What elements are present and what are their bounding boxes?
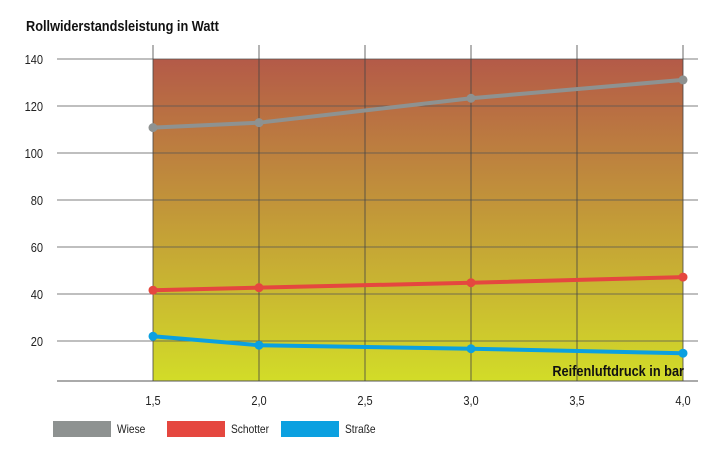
data-point bbox=[254, 340, 264, 350]
gradient-background bbox=[153, 59, 683, 381]
legend-label: Schotter bbox=[231, 422, 269, 436]
y-tick-label: 40 bbox=[31, 287, 44, 302]
x-tick-label: 3,5 bbox=[569, 393, 585, 408]
y-tick-label: 20 bbox=[31, 334, 44, 349]
legend-item: Wiese bbox=[53, 421, 153, 437]
x-axis-label: Reifenluftdruck in bar bbox=[552, 362, 684, 379]
data-point bbox=[148, 331, 158, 341]
y-tick-label: 60 bbox=[31, 240, 44, 255]
x-tick-label: 2,5 bbox=[357, 393, 373, 408]
data-point bbox=[678, 348, 688, 358]
x-tick-label: 1,5 bbox=[145, 393, 161, 408]
data-point bbox=[254, 283, 264, 293]
legend-item: Straße bbox=[281, 421, 381, 437]
data-point bbox=[254, 118, 264, 128]
y-tick-label: 80 bbox=[31, 193, 44, 208]
data-point bbox=[148, 285, 158, 295]
legend-label: Straße bbox=[345, 422, 376, 436]
legend-swatch bbox=[53, 421, 111, 437]
data-point bbox=[466, 278, 476, 288]
legend: Wiese Schotter Straße bbox=[53, 421, 395, 437]
legend-label: Wiese bbox=[117, 422, 146, 436]
data-point bbox=[148, 123, 158, 133]
x-tick-label: 3,0 bbox=[463, 393, 479, 408]
y-tick-label: 120 bbox=[25, 99, 44, 114]
chart-title: Rollwiderstandsleistung in Watt bbox=[26, 18, 219, 35]
data-point bbox=[466, 344, 476, 354]
data-point bbox=[466, 93, 476, 103]
series-line-wiese bbox=[152, 77, 684, 130]
legend-swatch bbox=[281, 421, 339, 437]
series-line-straße bbox=[152, 334, 684, 356]
y-tick-label: 100 bbox=[25, 146, 44, 161]
legend-item: Schotter bbox=[167, 421, 269, 437]
data-point bbox=[678, 75, 688, 85]
x-tick-label: 2,0 bbox=[251, 393, 267, 408]
legend-swatch bbox=[167, 421, 225, 437]
y-tick-label: 140 bbox=[25, 52, 44, 67]
x-tick-label: 4,0 bbox=[675, 393, 691, 408]
data-point bbox=[678, 272, 688, 282]
series-line-schotter bbox=[152, 275, 684, 293]
